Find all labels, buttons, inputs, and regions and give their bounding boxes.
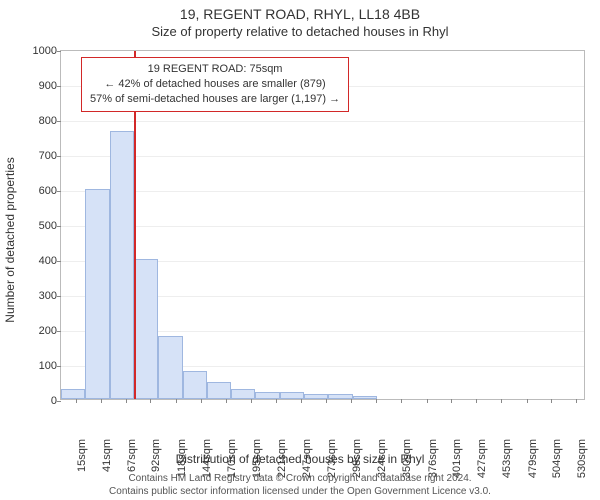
x-tick-mark <box>527 399 528 403</box>
y-tick-label: 300 <box>39 290 61 302</box>
footer-line-2: Contains public sector information licen… <box>0 485 600 498</box>
x-tick-mark <box>126 399 127 403</box>
y-tick-label: 700 <box>39 150 61 162</box>
x-tick-mark <box>276 399 277 403</box>
chart-title: 19, REGENT ROAD, RHYL, LL18 4BB <box>0 6 600 22</box>
x-tick-mark <box>150 399 151 403</box>
histogram-bar <box>134 259 158 399</box>
x-tick-label: 15sqm <box>76 422 88 455</box>
histogram-bar <box>61 389 85 400</box>
x-tick-mark <box>476 399 477 403</box>
x-tick-mark <box>201 399 202 403</box>
gridline <box>61 191 584 192</box>
x-tick-label: 41sqm <box>101 422 113 455</box>
x-tick-label: 92sqm <box>150 422 162 455</box>
x-tick-mark <box>551 399 552 403</box>
x-tick-mark <box>176 399 177 403</box>
x-tick-mark <box>301 399 302 403</box>
footer-attribution: Contains HM Land Registry data © Crown c… <box>0 472 600 498</box>
gridline <box>61 156 584 157</box>
histogram-bar <box>158 336 182 399</box>
histogram-bar <box>280 392 304 399</box>
y-tick-label: 800 <box>39 115 61 127</box>
y-tick-label: 400 <box>39 255 61 267</box>
y-tick-label: 500 <box>39 220 61 232</box>
x-tick-label: 67sqm <box>126 422 138 455</box>
x-tick-mark <box>226 399 227 403</box>
x-axis-label: Distribution of detached houses by size … <box>0 452 600 466</box>
histogram-bar <box>183 371 207 399</box>
histogram-bar <box>328 394 352 399</box>
y-axis-label: Number of detached properties <box>3 157 17 322</box>
annotation-box: 19 REGENT ROAD: 75sqm← 42% of detached h… <box>81 57 349 112</box>
x-tick-mark <box>376 399 377 403</box>
plot-area: 0100200300400500600700800900100015sqm41s… <box>60 50 585 400</box>
y-tick-label: 0 <box>51 395 61 407</box>
x-tick-mark <box>401 399 402 403</box>
x-tick-mark <box>351 399 352 403</box>
x-tick-mark <box>501 399 502 403</box>
x-tick-mark <box>76 399 77 403</box>
histogram-bar <box>110 131 134 399</box>
x-tick-mark <box>427 399 428 403</box>
y-tick-label: 1000 <box>33 45 61 57</box>
y-tick-label: 900 <box>39 80 61 92</box>
y-tick-label: 100 <box>39 360 61 372</box>
footer-line-1: Contains HM Land Registry data © Crown c… <box>0 472 600 485</box>
x-tick-mark <box>101 399 102 403</box>
histogram-bar <box>255 392 279 399</box>
annotation-line: 57% of semi-detached houses are larger (… <box>90 92 340 107</box>
gridline <box>61 226 584 227</box>
histogram-bar <box>304 394 328 399</box>
annotation-line: ← 42% of detached houses are smaller (87… <box>90 77 340 92</box>
histogram-bar <box>231 389 255 400</box>
x-tick-mark <box>451 399 452 403</box>
y-tick-label: 600 <box>39 185 61 197</box>
chart-subtitle: Size of property relative to detached ho… <box>0 24 600 39</box>
y-tick-label: 200 <box>39 325 61 337</box>
x-tick-mark <box>576 399 577 403</box>
x-tick-mark <box>251 399 252 403</box>
histogram-bar <box>207 382 231 400</box>
histogram-bar <box>353 396 377 400</box>
annotation-line: 19 REGENT ROAD: 75sqm <box>90 62 340 77</box>
x-tick-mark <box>326 399 327 403</box>
histogram-bar <box>85 189 109 399</box>
gridline <box>61 121 584 122</box>
